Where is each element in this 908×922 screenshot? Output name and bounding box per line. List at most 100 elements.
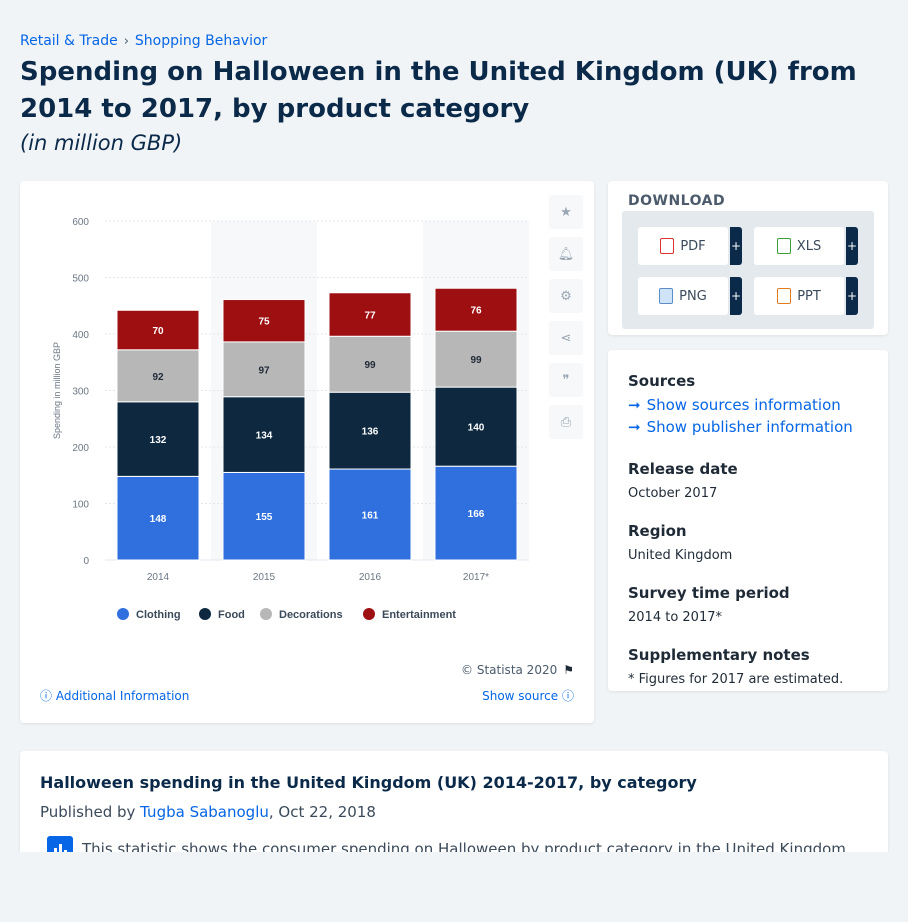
legend-label-food: Food (218, 609, 245, 621)
xls-plus[interactable]: + (846, 227, 858, 265)
additional-information-link[interactable]: ⓘ Additional Information (40, 687, 189, 704)
bar-entertainment (434, 287, 518, 332)
download-pdf-label: PDF (680, 238, 706, 254)
bar-food (116, 401, 200, 477)
show-publisher-label: Show publisher information (646, 418, 853, 436)
data-label: 77 (364, 311, 376, 322)
bar-decorations (328, 335, 412, 393)
data-label: 75 (258, 317, 270, 328)
bell-icon[interactable]: 🔔︎ (549, 237, 583, 271)
bar-entertainment (116, 309, 200, 351)
x-tick-label: 2017* (463, 572, 489, 583)
chart-tools: ★ 🔔︎ ⚙ ⋖ ❞ ⎙ (549, 195, 583, 447)
flag-icon[interactable]: ⚑ (563, 663, 574, 677)
x-tick-label: 2015 (253, 572, 276, 583)
arrow-right-icon: ➞ (628, 396, 641, 414)
data-label: 76 (470, 306, 482, 317)
survey-period-value: 2014 to 2017* (628, 610, 722, 625)
show-source-label: Show source (482, 689, 559, 703)
data-label: 148 (150, 514, 167, 525)
data-label: 140 (468, 423, 485, 434)
arrow-right-icon: ➞ (628, 418, 641, 436)
download-png-label: PNG (679, 288, 707, 304)
star-icon[interactable]: ★ (549, 195, 583, 229)
supplementary-notes-value: * Figures for 2017 are estimated. (628, 672, 844, 687)
bar-clothing (222, 471, 306, 561)
page-title: Spending on Halloween in the United King… (20, 57, 857, 124)
pdf-file-icon (660, 238, 675, 254)
data-label: 70 (152, 326, 164, 337)
legend-label-clothing: Clothing (136, 609, 181, 621)
sources-heading: Sources (628, 372, 696, 390)
gear-icon[interactable]: ⚙ (549, 279, 583, 313)
y-tick-label: 500 (72, 274, 89, 285)
show-source-link[interactable]: Show source ⓘ (482, 687, 574, 704)
download-ppt-label: PPT (797, 288, 821, 304)
breadcrumb-separator: › (123, 33, 129, 49)
y-tick-label: 600 (72, 217, 89, 228)
legend-marker-food (199, 608, 211, 620)
data-label: 136 (362, 427, 379, 438)
quote-icon[interactable]: ❞ (549, 363, 583, 397)
breadcrumb-retail-trade[interactable]: Retail & Trade (20, 33, 118, 49)
xls-file-icon (776, 238, 791, 254)
y-tick-label: 200 (72, 443, 89, 454)
print-icon[interactable]: ⎙ (549, 405, 583, 439)
y-axis-label: Spending in million GBP (52, 342, 62, 439)
y-tick-label: 100 (72, 500, 89, 511)
breadcrumb: Retail & Trade › Shopping Behavior (20, 33, 267, 49)
published-date: , Oct 22, 2018 (268, 803, 376, 821)
pdf-plus[interactable]: + (730, 227, 742, 265)
page-background: Retail & Trade › Shopping Behavior Spend… (20, 33, 888, 871)
bar-clothing (434, 465, 518, 561)
data-label: 92 (152, 372, 164, 383)
supplementary-notes-heading: Supplementary notes (628, 646, 810, 664)
legend-marker-entertainment (363, 608, 375, 620)
x-tick-label: 2016 (359, 572, 382, 583)
page-subtitle: (in million GBP) (20, 131, 183, 155)
release-date-heading: Release date (628, 460, 738, 478)
data-label: 166 (468, 509, 485, 520)
metadata-card: Sources ➞ Show sources information ➞ Sho… (608, 350, 888, 691)
info-icon: ⓘ (561, 689, 574, 703)
y-tick-label: 400 (72, 330, 89, 341)
data-label: 99 (364, 360, 376, 371)
copyright: © Statista 2020 ⚑ (461, 663, 574, 677)
bar-clothing (328, 468, 412, 561)
region-value: United Kingdom (628, 548, 733, 563)
download-png-button[interactable]: PNG + (638, 277, 742, 315)
breadcrumb-shopping-behavior[interactable]: Shopping Behavior (134, 33, 268, 49)
bar-entertainment (222, 299, 306, 343)
x-tick-label: 2014 (147, 572, 170, 583)
legend-label-entertainment: Entertainment (382, 609, 456, 621)
bar-decorations (434, 330, 518, 388)
y-tick-label: 0 (83, 556, 89, 567)
data-label: 132 (150, 435, 167, 446)
ppt-plus[interactable]: + (846, 277, 858, 315)
legend-marker-decorations (260, 608, 272, 620)
png-file-icon (659, 288, 674, 304)
bar-clothing (116, 475, 200, 561)
download-pdf-button[interactable]: PDF + (638, 227, 742, 265)
description-card: Halloween spending in the United Kingdom… (20, 751, 888, 871)
chart-card: 0 100 200 300 400 500 600 Spending in million G… (20, 181, 594, 723)
published-by: Published by Tugba Sabanoglu, Oct 22, 20… (40, 803, 376, 821)
download-box: PDF + XLS + PNG + PPT + (622, 211, 874, 329)
download-xls-button[interactable]: XLS + (754, 227, 858, 265)
download-title: DOWNLOAD (628, 193, 726, 209)
author-link[interactable]: Tugba Sabanoglu (140, 803, 269, 821)
footer-bar (0, 852, 908, 922)
show-sources-link[interactable]: ➞ Show sources information (628, 396, 878, 414)
download-ppt-button[interactable]: PPT + (754, 277, 858, 315)
data-label: 161 (362, 511, 379, 522)
data-label: 155 (256, 512, 273, 523)
legend-label-decorations: Decorations (279, 609, 343, 621)
download-card: DOWNLOAD PDF + XLS + PNG + PPT + (608, 181, 888, 335)
legend-marker-clothing (117, 608, 129, 620)
region-heading: Region (628, 522, 687, 540)
share-icon[interactable]: ⋖ (549, 321, 583, 355)
data-label: 134 (256, 431, 273, 442)
show-publisher-link[interactable]: ➞ Show publisher information (628, 418, 878, 436)
download-xls-label: XLS (796, 238, 822, 254)
png-plus[interactable]: + (730, 277, 742, 315)
